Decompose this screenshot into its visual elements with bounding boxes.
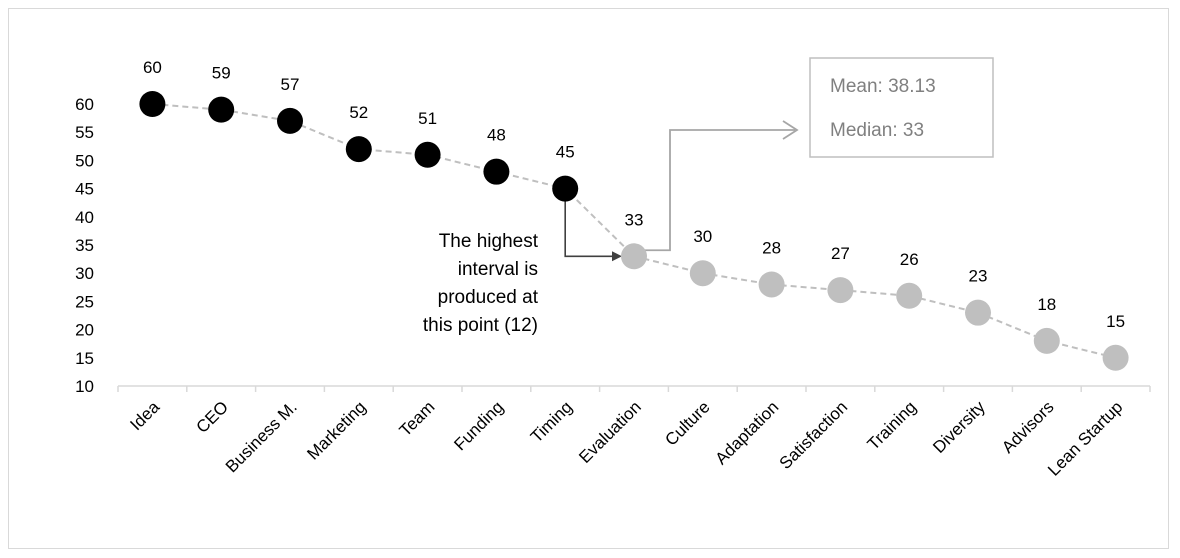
data-label: 26 bbox=[900, 250, 919, 269]
interval-arrow-head bbox=[612, 251, 622, 262]
stats-arrow bbox=[638, 129, 795, 252]
data-point bbox=[689, 260, 716, 287]
y-tick-label: 60 bbox=[75, 95, 94, 114]
data-point bbox=[1102, 344, 1129, 371]
data-label: 52 bbox=[349, 103, 368, 122]
annotation-line-1: The highest bbox=[439, 231, 539, 252]
y-tick-label: 55 bbox=[75, 123, 94, 142]
data-label: 51 bbox=[418, 109, 437, 128]
annotation-line-3: produced at bbox=[438, 287, 539, 308]
y-tick-label: 15 bbox=[75, 349, 94, 368]
x-tick-label: Training bbox=[864, 397, 920, 453]
annotation-line-4: this point (12) bbox=[423, 315, 538, 336]
x-tick-label: Team bbox=[396, 397, 439, 440]
data-label: 27 bbox=[831, 244, 850, 263]
data-point bbox=[758, 271, 785, 298]
x-tick-label: Business M. bbox=[222, 397, 301, 476]
data-label: 48 bbox=[487, 126, 506, 145]
data-point bbox=[896, 282, 923, 309]
x-tick-label: Diversity bbox=[929, 397, 989, 457]
stats-box-border bbox=[809, 57, 994, 158]
stats-box: Mean: 38.13 Median: 33 bbox=[809, 57, 994, 158]
data-labels: 60 59 57 52 51 48 45 33 30 28 27 26 23 18 15 bbox=[143, 58, 1125, 331]
data-point bbox=[345, 136, 372, 163]
stats-arrow-head bbox=[782, 120, 799, 140]
data-point bbox=[965, 299, 991, 326]
x-tick-label: Marketing bbox=[303, 397, 369, 463]
data-label: 33 bbox=[625, 210, 644, 229]
data-label: 23 bbox=[969, 267, 988, 286]
x-tick-label: CEO bbox=[193, 397, 232, 436]
y-tick-label: 40 bbox=[75, 208, 94, 227]
interval-arrow bbox=[564, 188, 616, 258]
y-tick-label: 35 bbox=[75, 236, 94, 255]
data-label: 30 bbox=[693, 227, 712, 246]
data-label: 60 bbox=[143, 58, 162, 77]
x-tick-label: Timing bbox=[527, 397, 576, 446]
x-tick-label: Advisors bbox=[998, 397, 1058, 457]
data-point bbox=[139, 91, 166, 117]
x-tick-label: Adaptation bbox=[712, 397, 783, 468]
data-label: 45 bbox=[556, 143, 575, 162]
data-point bbox=[1033, 327, 1060, 354]
y-tick-label: 25 bbox=[75, 292, 94, 311]
data-point bbox=[414, 141, 441, 168]
y-tick-label: 30 bbox=[75, 264, 94, 283]
data-point bbox=[277, 107, 303, 134]
y-tick-label: 10 bbox=[75, 377, 94, 396]
chart-frame bbox=[8, 8, 1169, 549]
data-label: 18 bbox=[1037, 295, 1056, 314]
mean-label: Mean: 38.13 bbox=[830, 76, 936, 97]
y-tick-label: 20 bbox=[75, 321, 94, 340]
annotation-line-2: interval is bbox=[458, 259, 538, 280]
x-tick-label: Satisfaction bbox=[776, 397, 852, 473]
data-label: 28 bbox=[762, 238, 781, 257]
annotation-group: The highest interval is produced at this… bbox=[423, 231, 539, 336]
median-label: Median: 33 bbox=[830, 120, 924, 141]
y-tick-label: 45 bbox=[75, 180, 94, 199]
data-point bbox=[208, 96, 235, 123]
data-point bbox=[483, 158, 510, 185]
data-label: 57 bbox=[281, 75, 300, 94]
series bbox=[139, 91, 1129, 371]
data-point bbox=[827, 277, 854, 304]
x-tick-label: Idea bbox=[126, 397, 163, 434]
data-point bbox=[552, 175, 579, 202]
y-tick-label: 50 bbox=[75, 151, 94, 170]
x-tick-label: Evaluation bbox=[575, 397, 645, 467]
data-point bbox=[621, 243, 647, 270]
data-label: 15 bbox=[1106, 312, 1125, 331]
x-tick-label: Funding bbox=[450, 397, 507, 454]
x-tick-label: Culture bbox=[661, 397, 713, 449]
data-label: 59 bbox=[212, 64, 231, 83]
